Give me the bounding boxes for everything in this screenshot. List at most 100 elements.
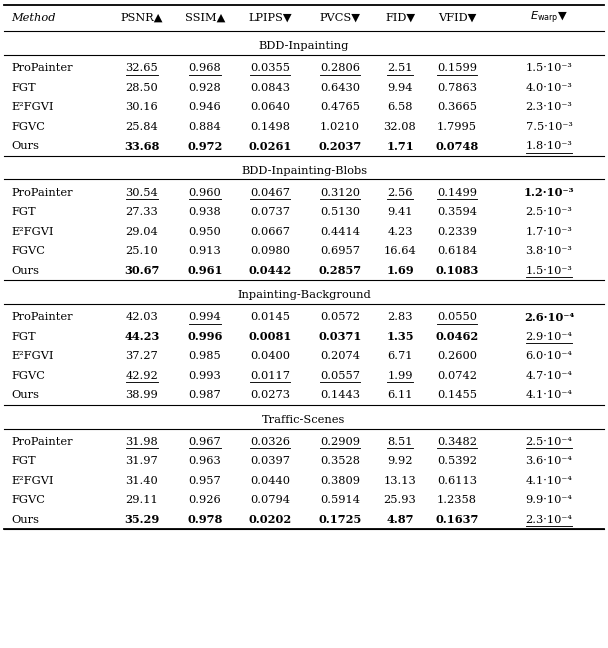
Text: 0.1455: 0.1455 [437,390,477,400]
Text: 0.884: 0.884 [188,122,221,132]
Text: LPIPS▼: LPIPS▼ [248,13,292,23]
Text: 1.2·10⁻³: 1.2·10⁻³ [523,187,575,198]
Text: 0.1498: 0.1498 [250,122,290,132]
Text: FGVC: FGVC [11,495,45,505]
Text: 0.926: 0.926 [188,495,221,505]
Text: 0.2806: 0.2806 [320,63,360,73]
Text: 3.8·10⁻³: 3.8·10⁻³ [525,246,573,256]
Text: 0.0371: 0.0371 [319,331,362,342]
Text: 0.968: 0.968 [188,63,221,73]
Text: FGVC: FGVC [11,371,45,380]
Text: 0.0980: 0.0980 [250,246,290,256]
Text: 0.1083: 0.1083 [435,265,478,276]
Text: Ours: Ours [11,141,39,151]
Text: 2.9·10⁻⁴: 2.9·10⁻⁴ [525,332,573,341]
Text: 1.8·10⁻³: 1.8·10⁻³ [525,141,573,151]
Text: 2.6·10⁻⁴: 2.6·10⁻⁴ [524,312,574,323]
Text: 1.5·10⁻³: 1.5·10⁻³ [525,63,573,73]
Text: 35.29: 35.29 [125,514,160,525]
Text: FGT: FGT [11,207,36,217]
Text: 0.0202: 0.0202 [249,514,292,525]
Text: 4.1·10⁻⁴: 4.1·10⁻⁴ [525,390,573,400]
Text: 31.40: 31.40 [126,476,158,485]
Text: 4.7·10⁻⁴: 4.7·10⁻⁴ [525,371,573,380]
Text: E²FGVI: E²FGVI [11,476,54,485]
Text: 2.56: 2.56 [387,188,413,198]
Text: 0.0557: 0.0557 [320,371,360,380]
Text: 0.2339: 0.2339 [437,227,477,237]
Text: 0.938: 0.938 [188,207,221,217]
Text: 0.3665: 0.3665 [437,102,477,112]
Text: 2.5·10⁻³: 2.5·10⁻³ [525,207,573,217]
Text: 0.957: 0.957 [188,476,221,485]
Text: 0.3120: 0.3120 [320,188,360,198]
Text: Method: Method [11,13,55,23]
Text: 2.5·10⁻⁴: 2.5·10⁻⁴ [525,437,573,446]
Text: 0.0442: 0.0442 [249,265,292,276]
Text: 0.1599: 0.1599 [437,63,477,73]
Text: 0.5392: 0.5392 [437,456,477,466]
Text: VFID▼: VFID▼ [438,13,476,23]
Text: 28.50: 28.50 [126,83,158,93]
Text: 30.54: 30.54 [126,188,158,198]
Text: 0.950: 0.950 [188,227,221,237]
Text: 25.93: 25.93 [384,495,416,505]
Text: 1.0210: 1.0210 [320,122,360,132]
Text: Ours: Ours [11,515,39,525]
Text: 0.1637: 0.1637 [435,514,478,525]
Text: 0.5130: 0.5130 [320,207,360,217]
Text: 0.0462: 0.0462 [435,331,478,342]
Text: 0.0400: 0.0400 [250,351,290,361]
Text: BDD-Inpainting-Blobs: BDD-Inpainting-Blobs [241,166,367,176]
Text: 38.99: 38.99 [126,390,158,400]
Text: 0.0550: 0.0550 [437,312,477,322]
Text: 13.13: 13.13 [384,476,416,485]
Text: 1.99: 1.99 [387,371,413,380]
Text: 0.2909: 0.2909 [320,437,360,446]
Text: 0.960: 0.960 [188,188,221,198]
Text: 0.946: 0.946 [188,102,221,112]
Text: 2.51: 2.51 [387,63,413,73]
Text: 0.978: 0.978 [187,514,223,525]
Text: 0.5914: 0.5914 [320,495,360,505]
Text: 42.03: 42.03 [126,312,158,322]
Text: 0.1499: 0.1499 [437,188,477,198]
Text: 9.41: 9.41 [387,207,413,217]
Text: 8.51: 8.51 [387,437,413,446]
Text: 25.10: 25.10 [126,246,158,256]
Text: 0.0572: 0.0572 [320,312,360,322]
Text: 9.92: 9.92 [387,456,413,466]
Text: 32.08: 32.08 [384,122,416,132]
Text: 3.6·10⁻⁴: 3.6·10⁻⁴ [525,456,573,466]
Text: 2.83: 2.83 [387,312,413,322]
Text: 37.27: 37.27 [126,351,158,361]
Text: ProPainter: ProPainter [11,312,72,322]
Text: 25.84: 25.84 [126,122,158,132]
Text: E²FGVI: E²FGVI [11,351,54,361]
Text: 0.4414: 0.4414 [320,227,360,237]
Text: 0.0117: 0.0117 [250,371,290,380]
Text: 0.963: 0.963 [188,456,221,466]
Text: SSIM▲: SSIM▲ [185,13,225,23]
Text: BDD-Inpainting: BDD-Inpainting [259,41,349,51]
Text: 4.0·10⁻³: 4.0·10⁻³ [525,83,573,93]
Text: 0.0737: 0.0737 [250,207,290,217]
Text: PVCS▼: PVCS▼ [319,13,361,23]
Text: 0.3594: 0.3594 [437,207,477,217]
Text: 0.961: 0.961 [187,265,223,276]
Text: 16.64: 16.64 [384,246,416,256]
Text: 29.11: 29.11 [126,495,158,505]
Text: 0.3528: 0.3528 [320,456,360,466]
Text: ProPainter: ProPainter [11,437,72,446]
Text: FGT: FGT [11,456,36,466]
Text: 9.9·10⁻⁴: 9.9·10⁻⁴ [525,495,573,505]
Text: 0.1443: 0.1443 [320,390,360,400]
Text: ProPainter: ProPainter [11,188,72,198]
Text: 27.33: 27.33 [126,207,158,217]
Text: 2.3·10⁻³: 2.3·10⁻³ [525,102,573,112]
Text: $E_{\rm warp}$▼: $E_{\rm warp}$▼ [530,10,568,26]
Text: 0.1725: 0.1725 [319,514,362,525]
Text: 0.6113: 0.6113 [437,476,477,485]
Text: 30.67: 30.67 [124,265,160,276]
Text: 2.3·10⁻⁴: 2.3·10⁻⁴ [525,515,573,525]
